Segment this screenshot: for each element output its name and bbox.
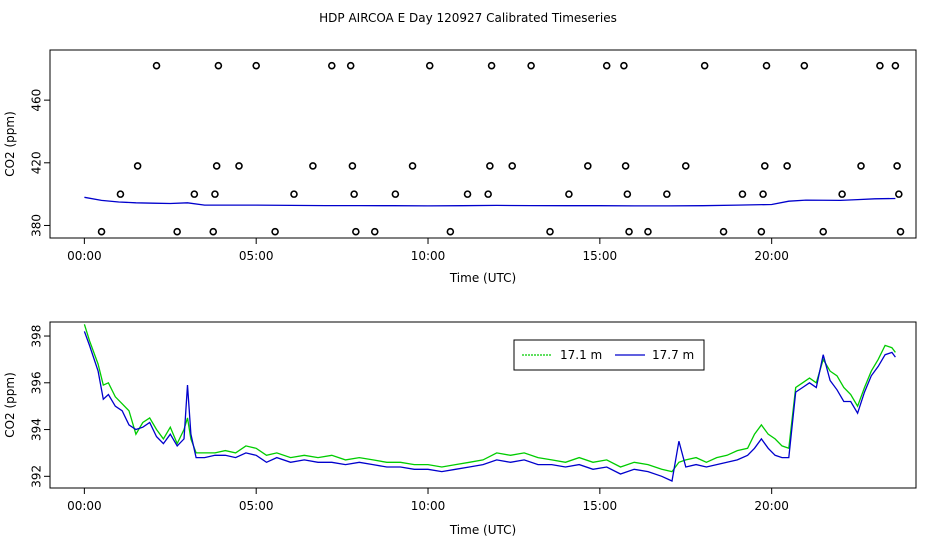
y-tick-label: 420 <box>30 151 44 174</box>
data-point-marker <box>209 227 218 236</box>
data-point-marker <box>352 227 360 236</box>
data-point-marker <box>893 162 901 170</box>
top-panel-y-axis: 380 420 460 <box>30 89 50 237</box>
series-line-co2 <box>84 196 896 207</box>
bottom-panel-x-label: Time (UTC) <box>449 523 516 537</box>
data-point-marker <box>348 162 357 170</box>
data-point-marker <box>212 162 221 170</box>
data-point-marker <box>425 61 434 70</box>
x-tick-label: 00:00 <box>67 499 102 513</box>
legend-box <box>513 339 705 371</box>
data-point-marker <box>857 162 865 170</box>
top-panel-x-label: Time (UTC) <box>449 271 516 285</box>
data-point-marker <box>486 162 494 170</box>
legend-label-17-1m: 17.1 m <box>560 348 602 362</box>
data-point-marker <box>625 227 633 236</box>
data-point-marker <box>602 61 611 70</box>
bottom-panel-frame <box>49 321 917 489</box>
data-point-marker <box>290 190 298 198</box>
data-point-marker <box>446 227 455 236</box>
data-point-marker <box>546 227 554 236</box>
data-point-marker <box>819 227 828 236</box>
data-point-marker <box>133 162 142 170</box>
y-tick-label: 380 <box>30 214 44 237</box>
bottom-panel: 00:00 05:00 10:00 15:00 20:00 392 394 396 398 T… <box>3 321 917 537</box>
data-point-marker <box>896 227 905 236</box>
data-point-marker <box>738 190 747 198</box>
x-tick-label: 00:00 <box>67 249 102 263</box>
top-panel-marks <box>84 61 905 236</box>
top-panel-y-label: CO2 (ppm) <box>3 111 17 177</box>
data-point-marker <box>508 162 517 170</box>
x-tick-label: 10:00 <box>411 499 446 513</box>
data-point-marker <box>235 162 243 170</box>
data-point-marker <box>838 190 846 198</box>
top-panel-frame <box>49 49 917 239</box>
data-point-marker <box>760 162 769 170</box>
data-point-marker <box>190 190 199 198</box>
data-point-marker <box>783 162 791 170</box>
bottom-panel-y-axis: 392 394 396 398 <box>30 325 50 488</box>
y-tick-label: 396 <box>30 371 44 394</box>
data-point-marker <box>565 190 573 198</box>
data-point-marker <box>757 227 766 236</box>
data-point-marker <box>346 61 355 70</box>
data-point-marker <box>584 162 592 170</box>
data-point-marker <box>173 227 181 236</box>
data-point-marker <box>663 190 671 198</box>
legend: 17.1 m 17.7 m <box>513 339 705 371</box>
data-point-marker <box>644 227 652 236</box>
data-point-marker <box>211 190 219 198</box>
data-point-marker <box>623 190 632 198</box>
data-point-marker <box>408 162 417 170</box>
data-point-marker <box>876 61 884 70</box>
series-line-17-1-m <box>83 324 896 473</box>
data-point-marker <box>700 61 709 70</box>
figure-title: HDP AIRCOA E Day 120927 Calibrated Times… <box>319 11 617 25</box>
y-tick-label: 398 <box>30 325 44 348</box>
data-point-marker <box>350 190 358 198</box>
data-point-marker <box>895 190 903 198</box>
data-point-marker <box>621 162 630 170</box>
data-point-marker <box>762 61 771 70</box>
bottom-panel-marks <box>83 324 896 482</box>
bottom-panel-y-label: CO2 (ppm) <box>3 372 17 438</box>
data-point-marker <box>527 61 535 70</box>
data-point-marker <box>271 227 279 236</box>
data-point-marker <box>484 190 492 198</box>
data-point-marker <box>327 61 336 70</box>
y-tick-label: 460 <box>30 89 44 112</box>
data-point-marker <box>620 61 628 70</box>
data-point-marker <box>214 61 223 70</box>
x-tick-label: 15:00 <box>583 499 618 513</box>
data-point-marker <box>152 61 161 70</box>
series-line-17-7-m <box>83 331 896 482</box>
data-point-marker <box>891 61 900 70</box>
x-tick-label: 15:00 <box>583 249 618 263</box>
data-point-marker <box>97 227 106 236</box>
data-point-marker <box>370 227 379 236</box>
legend-label-17-7m: 17.7 m <box>652 348 694 362</box>
x-tick-label: 10:00 <box>411 249 446 263</box>
bottom-panel-x-axis: 00:00 05:00 10:00 15:00 20:00 <box>67 487 789 513</box>
data-point-marker <box>252 61 260 70</box>
data-point-marker <box>309 162 317 170</box>
y-tick-label: 394 <box>30 418 44 441</box>
y-tick-label: 392 <box>30 465 44 488</box>
x-tick-label: 05:00 <box>239 499 274 513</box>
data-point-marker <box>681 162 690 170</box>
data-point-marker <box>116 190 125 198</box>
x-tick-label: 20:00 <box>754 249 789 263</box>
data-point-marker <box>463 190 472 198</box>
data-point-marker <box>759 190 767 198</box>
top-panel: 00:00 05:00 10:00 15:00 20:00 380 420 460 Time… <box>3 49 917 285</box>
data-point-marker <box>391 190 400 198</box>
data-point-marker <box>487 61 496 70</box>
top-panel-x-axis: 00:00 05:00 10:00 15:00 20:00 <box>67 237 789 263</box>
data-point-marker <box>719 227 728 236</box>
data-point-marker <box>800 61 809 70</box>
x-tick-label: 05:00 <box>239 249 274 263</box>
x-tick-label: 20:00 <box>754 499 789 513</box>
